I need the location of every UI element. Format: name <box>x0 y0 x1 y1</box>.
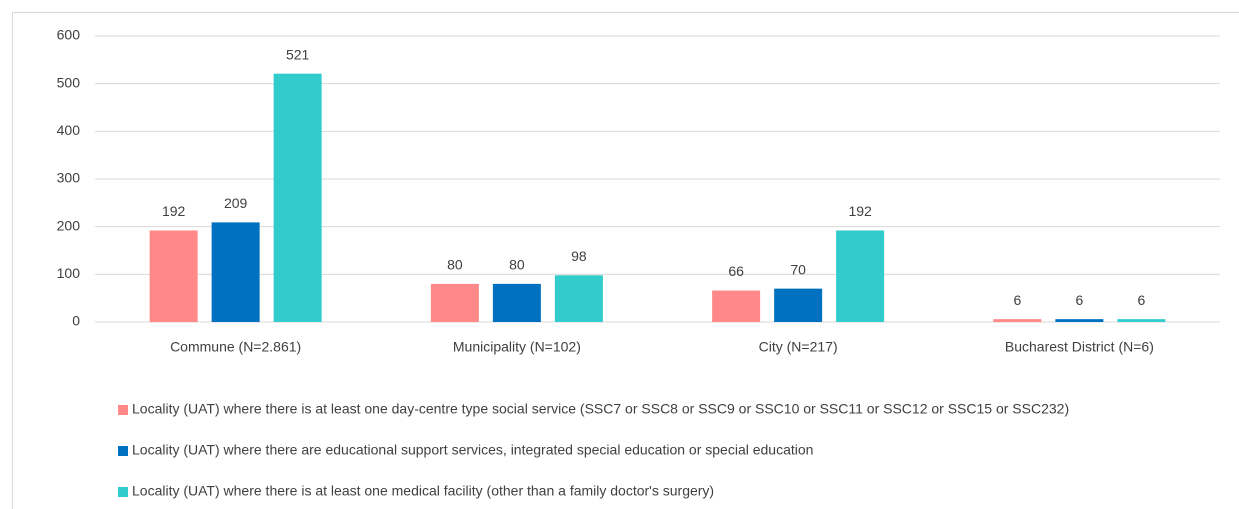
data-label: 6 <box>1137 292 1145 308</box>
data-label: 70 <box>790 261 806 277</box>
legend-swatch <box>118 405 128 415</box>
data-label: 521 <box>286 46 310 62</box>
bar <box>149 230 198 322</box>
y-tick-label: 500 <box>57 74 81 90</box>
bar <box>273 73 322 322</box>
y-tick-label: 100 <box>57 265 81 281</box>
bar <box>774 288 823 322</box>
bar <box>836 230 885 322</box>
bar <box>492 283 541 322</box>
x-tick-label: City (N=217) <box>759 339 838 355</box>
data-label: 192 <box>162 203 186 219</box>
y-tick-label: 200 <box>57 217 81 233</box>
bar <box>993 319 1042 322</box>
bar <box>1055 319 1104 322</box>
legend-label: Locality (UAT) where there is at least o… <box>132 401 1069 417</box>
data-label: 80 <box>447 257 463 273</box>
x-tick-label: Commune (N=2.861) <box>170 339 301 355</box>
bar <box>211 222 260 322</box>
data-label: 66 <box>728 263 744 279</box>
legend-label: Locality (UAT) where there are education… <box>132 442 813 458</box>
y-tick-label: 600 <box>57 27 81 43</box>
legend-swatch <box>118 487 128 497</box>
bar <box>554 275 603 322</box>
y-tick-label: 300 <box>57 170 81 186</box>
legend-label: Locality (UAT) where there is at least o… <box>132 483 714 499</box>
x-tick-label: Municipality (N=102) <box>453 339 581 355</box>
y-tick-label: 400 <box>57 122 81 138</box>
bar <box>430 283 479 322</box>
data-label: 6 <box>1013 292 1021 308</box>
legend-swatch <box>118 446 128 456</box>
data-label: 192 <box>848 203 872 219</box>
bar <box>712 290 761 322</box>
x-tick-label: Bucharest District (N=6) <box>1005 339 1154 355</box>
data-label: 98 <box>571 248 587 264</box>
data-label: 209 <box>224 195 248 211</box>
data-label: 80 <box>509 257 525 273</box>
y-tick-label: 0 <box>72 313 80 329</box>
chart-frame <box>12 12 1239 509</box>
data-label: 6 <box>1075 292 1083 308</box>
bar <box>1117 319 1166 322</box>
